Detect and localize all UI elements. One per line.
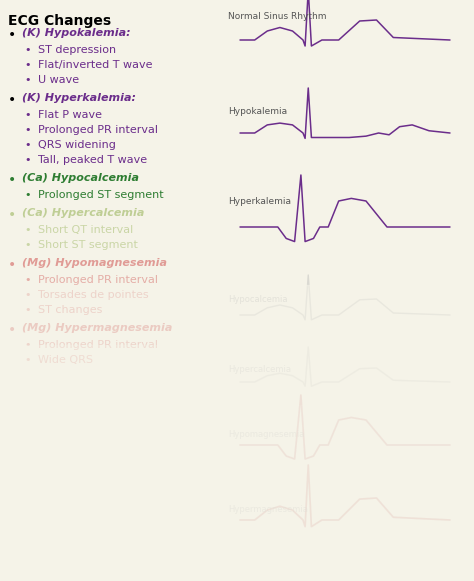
Text: •: • xyxy=(24,225,30,235)
Text: Hypermagnesemia: Hypermagnesemia xyxy=(228,505,308,514)
Text: Flat/inverted T wave: Flat/inverted T wave xyxy=(38,60,153,70)
Text: (Ca) Hypocalcemia: (Ca) Hypocalcemia xyxy=(22,173,139,183)
Text: Hypomagnesemia: Hypomagnesemia xyxy=(228,430,304,439)
Text: •: • xyxy=(24,275,30,285)
Text: •: • xyxy=(8,93,16,107)
Text: Tall, peaked T wave: Tall, peaked T wave xyxy=(38,155,147,165)
Text: QRS widening: QRS widening xyxy=(38,140,116,150)
Text: Wide QRS: Wide QRS xyxy=(38,355,93,365)
Text: Hypokalemia: Hypokalemia xyxy=(228,107,287,116)
Text: Torsades de pointes: Torsades de pointes xyxy=(38,290,149,300)
Text: •: • xyxy=(8,208,16,222)
Text: •: • xyxy=(24,45,30,55)
Text: •: • xyxy=(24,75,30,85)
Bar xyxy=(0,345,474,581)
Text: •: • xyxy=(24,110,30,120)
Text: Flat P wave: Flat P wave xyxy=(38,110,102,120)
Text: •: • xyxy=(24,60,30,70)
Bar xyxy=(0,285,474,581)
Text: •: • xyxy=(24,355,30,365)
Text: •: • xyxy=(24,155,30,165)
Text: Hyperkalemia: Hyperkalemia xyxy=(228,197,291,206)
Text: Normal Sinus Rhythm: Normal Sinus Rhythm xyxy=(228,12,327,21)
Bar xyxy=(0,405,474,581)
Text: Prolonged PR interval: Prolonged PR interval xyxy=(38,125,158,135)
Text: Short ST segment: Short ST segment xyxy=(38,240,138,250)
Bar xyxy=(0,285,474,581)
Text: Prolonged PR interval: Prolonged PR interval xyxy=(38,340,158,350)
Text: •: • xyxy=(8,258,16,272)
Text: •: • xyxy=(24,340,30,350)
Text: •: • xyxy=(24,305,30,315)
Text: ST changes: ST changes xyxy=(38,305,102,315)
Text: (Ca) Hypercalcemia: (Ca) Hypercalcemia xyxy=(22,208,145,218)
Text: •: • xyxy=(24,125,30,135)
Text: •: • xyxy=(8,173,16,187)
Text: (Mg) Hypermagnesemia: (Mg) Hypermagnesemia xyxy=(22,323,173,333)
Text: Hypercalcemia: Hypercalcemia xyxy=(228,365,291,374)
Text: •: • xyxy=(24,240,30,250)
Text: (Mg) Hypomagnesemia: (Mg) Hypomagnesemia xyxy=(22,258,167,268)
Text: Prolonged PR interval: Prolonged PR interval xyxy=(38,275,158,285)
Text: (K) Hypokalemia:: (K) Hypokalemia: xyxy=(22,28,131,38)
Text: Prolonged ST segment: Prolonged ST segment xyxy=(38,190,164,200)
Text: •: • xyxy=(24,190,30,200)
Text: ST depression: ST depression xyxy=(38,45,116,55)
Text: ECG Changes: ECG Changes xyxy=(8,14,111,28)
Text: Short QT interval: Short QT interval xyxy=(38,225,133,235)
Text: •: • xyxy=(24,290,30,300)
Text: U wave: U wave xyxy=(38,75,79,85)
Text: •: • xyxy=(24,140,30,150)
Text: (K) Hyperkalemia:: (K) Hyperkalemia: xyxy=(22,93,136,103)
Text: Hypocalcemia: Hypocalcemia xyxy=(228,295,288,304)
Text: •: • xyxy=(8,323,16,337)
Text: •: • xyxy=(8,28,16,42)
